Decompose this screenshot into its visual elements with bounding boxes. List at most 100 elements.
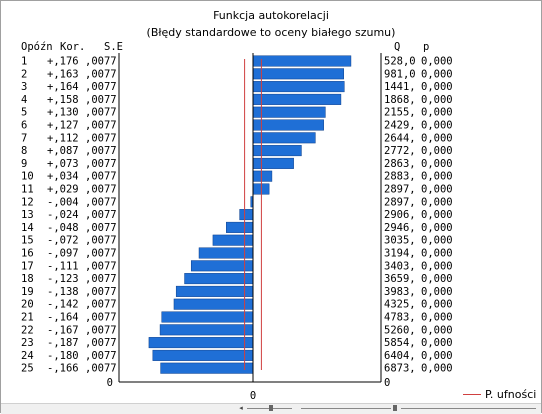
se-label: ,0077 <box>85 363 117 375</box>
lag-label: 18 <box>21 273 34 285</box>
corr-label: -,167 <box>47 324 79 336</box>
lag-label: 23 <box>21 337 34 349</box>
q-label: 2906, <box>384 209 416 221</box>
se-label: ,0077 <box>85 222 117 234</box>
confidence-legend-label: P. ufności <box>485 388 537 401</box>
q-axis-bottom-label: 0 <box>384 377 390 389</box>
p-label: 0,000 <box>421 273 453 285</box>
lag-label: 14 <box>21 222 34 234</box>
corr-label: +,158 <box>47 94 79 106</box>
lag-label: 20 <box>21 299 34 311</box>
lag-label: 10 <box>21 171 34 183</box>
q-label: 5854, <box>384 337 416 349</box>
corr-label: -,111 <box>47 260 79 272</box>
q-label: 3194, <box>384 248 416 260</box>
se-label: ,0077 <box>85 132 117 144</box>
scroll-thumb[interactable] <box>269 405 273 411</box>
corr-label: +,087 <box>47 145 79 157</box>
p-label: 0,000 <box>421 286 453 298</box>
p-label: 0,000 <box>421 312 453 324</box>
q-label: 2429, <box>384 120 416 132</box>
q-label: 2883, <box>384 171 416 183</box>
q-label: 2946, <box>384 222 416 234</box>
corr-label: +,176 <box>47 56 79 68</box>
se-label: ,0077 <box>85 120 117 132</box>
se-label: ,0077 <box>85 81 117 93</box>
se-label: ,0077 <box>85 235 117 247</box>
chart-subtitle: (Błędy standardowe to oceny białego szum… <box>146 26 396 39</box>
p-label: 0,000 <box>421 337 453 349</box>
corr-label: -,142 <box>47 299 79 311</box>
lag-label: 15 <box>21 235 34 247</box>
se-label: ,0077 <box>85 260 117 272</box>
lag-label: 13 <box>21 209 34 221</box>
q-label: 2897, <box>384 184 416 196</box>
q-label: 2155, <box>384 107 416 119</box>
acf-bar <box>252 132 316 144</box>
q-label: 2863, <box>384 158 416 170</box>
se-label: ,0077 <box>85 196 117 208</box>
q-label: 6404, <box>384 350 416 362</box>
scroll-track-2[interactable] <box>301 408 391 409</box>
p-label: 0,000 <box>421 196 453 208</box>
q-label: 981,0 <box>384 68 416 80</box>
corr-label: -,072 <box>47 235 79 247</box>
acf-bar <box>173 298 254 310</box>
q-label: 1441, <box>384 81 416 93</box>
corr-label: +,112 <box>47 132 79 144</box>
p-label: 0,000 <box>421 184 453 196</box>
scroll-thumb-2[interactable] <box>393 405 397 411</box>
corr-label: -,187 <box>47 337 79 349</box>
acf-bar <box>226 221 254 233</box>
q-label: 3035, <box>384 235 416 247</box>
lag-label: 4 <box>21 94 27 106</box>
se-label: ,0077 <box>85 273 117 285</box>
p-label: 0,000 <box>421 235 453 247</box>
lag-label: 8 <box>21 145 27 157</box>
q-label: 2772, <box>384 145 416 157</box>
scroll-track-3[interactable] <box>401 408 536 409</box>
lag-label: 6 <box>21 120 27 132</box>
p-label: 0,000 <box>421 107 453 119</box>
lag-label: 7 <box>21 132 27 144</box>
p-label: 0,000 <box>421 171 453 183</box>
y-axis-bottom-label: 0 <box>107 377 113 389</box>
p-label: 0,000 <box>421 81 453 93</box>
se-label: ,0077 <box>85 107 117 119</box>
se-label: ,0077 <box>85 350 117 362</box>
acf-bar <box>239 209 254 221</box>
p-label: 0,000 <box>421 145 453 157</box>
confidence-legend-line <box>463 394 481 395</box>
lag-label: 9 <box>21 158 27 170</box>
q-label: 528,0 <box>384 56 416 68</box>
corr-label: +,130 <box>47 107 79 119</box>
se-label: ,0077 <box>85 145 117 157</box>
se-label: ,0077 <box>85 171 117 183</box>
lag-label: 2 <box>21 68 27 80</box>
se-label: ,0077 <box>85 68 117 80</box>
acf-bar <box>161 311 254 323</box>
x-tick-label: 0 <box>250 390 256 401</box>
p-label: 0,000 <box>421 158 453 170</box>
p-label: 0,000 <box>421 94 453 106</box>
corr-label: +,163 <box>47 68 79 80</box>
acf-bar <box>160 362 254 374</box>
lag-label: 12 <box>21 196 34 208</box>
header-corr: Kor. <box>60 41 85 53</box>
p-label: 0,000 <box>421 363 453 375</box>
se-label: ,0077 <box>85 184 117 196</box>
lag-label: 19 <box>21 286 34 298</box>
corr-label: -,004 <box>47 196 79 208</box>
q-label: 1868, <box>384 94 416 106</box>
horizontal-scrollbar[interactable]: ◂ <box>1 403 541 414</box>
se-label: ,0077 <box>85 312 117 324</box>
acf-bar <box>252 145 302 157</box>
lag-label: 1 <box>21 56 27 68</box>
se-label: ,0077 <box>85 94 117 106</box>
q-label: 3983, <box>384 286 416 298</box>
q-label: 5260, <box>384 324 416 336</box>
corr-label: +,127 <box>47 120 79 132</box>
lag-label: 17 <box>21 260 34 272</box>
scroll-left-icon[interactable]: ◂ <box>239 404 243 412</box>
